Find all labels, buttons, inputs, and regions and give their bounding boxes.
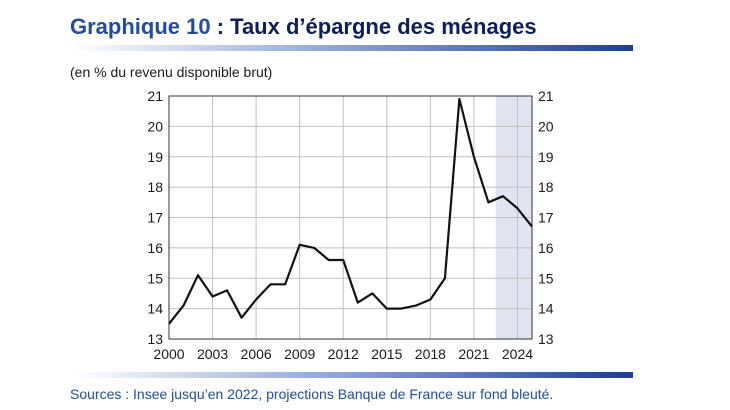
y-tick-label-left: 15	[147, 270, 163, 286]
x-tick-label: 2000	[153, 346, 184, 362]
y-tick-label-left: 17	[147, 210, 163, 226]
y-tick-label-right: 18	[538, 179, 554, 195]
y-tick-label-left: 16	[147, 240, 163, 256]
y-tick-label-right: 13	[538, 331, 554, 347]
source-note: Sources : Insee jusqu’en 2022, projectio…	[70, 386, 554, 402]
y-tick-label-right: 14	[538, 301, 554, 317]
y-tick-label-right: 17	[538, 210, 554, 226]
y-tick-label-left: 14	[147, 301, 163, 317]
footer-divider	[70, 372, 633, 378]
x-tick-label: 2018	[415, 346, 446, 362]
chart-title-text: : Taux d’épargne des ménages	[210, 14, 537, 39]
x-tick-label: 2024	[502, 346, 533, 362]
y-tick-label-right: 16	[538, 240, 554, 256]
y-tick-label-right: 15	[538, 270, 554, 286]
x-tick-label: 2012	[328, 346, 359, 362]
chart-title: Graphique 10 : Taux d’épargne des ménage…	[70, 14, 537, 40]
y-tick-label-left: 13	[147, 331, 163, 347]
chart-number: Graphique 10	[70, 14, 211, 39]
y-tick-label-right: 20	[538, 118, 554, 134]
chart-subtitle: (en % du revenu disponible brut)	[70, 64, 273, 80]
y-tick-label-right: 21	[538, 88, 554, 104]
plot-frame	[168, 95, 533, 340]
savings-rate-line	[168, 97, 533, 325]
y-tick-label-left: 20	[147, 118, 163, 134]
y-tick-label-left: 18	[147, 179, 163, 195]
title-divider	[70, 45, 633, 51]
x-tick-label: 2003	[197, 346, 228, 362]
y-tick-label-left: 19	[147, 149, 163, 165]
x-tick-label: 2015	[371, 346, 402, 362]
y-tick-label-right: 19	[538, 149, 554, 165]
y-tick-label-left: 21	[147, 88, 163, 104]
x-tick-label: 2006	[241, 346, 272, 362]
x-tick-label: 2021	[458, 346, 489, 362]
x-tick-label: 2009	[284, 346, 315, 362]
